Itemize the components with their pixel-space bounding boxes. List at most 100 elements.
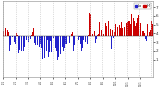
Bar [95,36,96,43]
Bar [73,36,74,51]
Bar [108,21,109,36]
Bar [110,29,111,36]
Bar [132,13,133,36]
Bar [39,36,40,48]
Bar [86,31,87,36]
Bar [23,36,24,51]
Bar [47,36,48,40]
Bar [124,27,125,36]
Bar [14,36,15,42]
Bar [41,36,42,48]
Bar [100,34,101,36]
Bar [118,27,119,36]
Bar [148,25,149,36]
Bar [119,25,120,36]
Bar [140,23,141,36]
Bar [52,36,53,37]
Bar [46,36,47,52]
Bar [142,31,143,36]
Bar [53,36,54,38]
Bar [111,36,112,49]
Bar [137,18,138,36]
Bar [38,36,39,52]
Bar [48,36,49,57]
Bar [37,36,38,45]
Bar [18,36,19,53]
Bar [64,36,65,48]
Bar [17,35,18,36]
Bar [128,21,129,36]
Bar [50,36,51,41]
Bar [114,32,115,36]
Bar [31,35,32,36]
Bar [98,34,99,36]
Bar [20,36,21,41]
Bar [7,30,8,36]
Bar [92,34,93,36]
Bar [138,15,139,36]
Bar [89,13,90,36]
Bar [12,36,13,37]
Bar [57,36,58,60]
Bar [26,36,27,40]
Bar [112,30,113,36]
Bar [145,36,146,39]
Bar [96,36,97,39]
Bar [16,33,17,36]
Bar [69,36,70,43]
Bar [3,31,4,36]
Bar [63,36,64,51]
Bar [81,36,82,52]
Bar [62,36,63,47]
Bar [44,36,45,58]
Bar [74,36,75,45]
Bar [51,36,52,52]
Bar [130,24,131,36]
Bar [122,28,123,36]
Bar [79,36,80,37]
Bar [32,32,33,36]
Bar [22,36,23,52]
Bar [65,36,66,44]
Bar [15,36,16,44]
Bar [4,19,5,36]
Bar [103,34,104,36]
Bar [147,24,148,36]
Bar [54,36,55,46]
Bar [115,24,116,36]
Bar [6,18,7,36]
Legend: Lo, Hi: Lo, Hi [134,3,152,9]
Bar [134,21,135,36]
Bar [102,34,103,36]
Bar [78,36,79,39]
Bar [146,36,147,41]
Bar [70,36,71,44]
Bar [149,32,150,36]
Bar [5,28,6,36]
Bar [49,36,50,52]
Bar [116,25,117,36]
Bar [9,36,10,51]
Bar [151,21,152,36]
Bar [55,36,56,48]
Bar [97,35,98,36]
Bar [80,36,81,44]
Bar [35,36,36,45]
Bar [21,36,22,51]
Bar [99,22,100,36]
Bar [126,23,127,36]
Bar [129,21,130,36]
Bar [28,36,29,42]
Bar [42,36,43,59]
Bar [127,22,128,36]
Bar [85,36,86,42]
Bar [113,36,114,38]
Bar [33,28,34,36]
Bar [10,36,11,45]
Bar [66,36,67,44]
Bar [87,36,88,44]
Bar [71,34,72,36]
Bar [143,31,144,36]
Bar [30,36,31,39]
Bar [121,22,122,36]
